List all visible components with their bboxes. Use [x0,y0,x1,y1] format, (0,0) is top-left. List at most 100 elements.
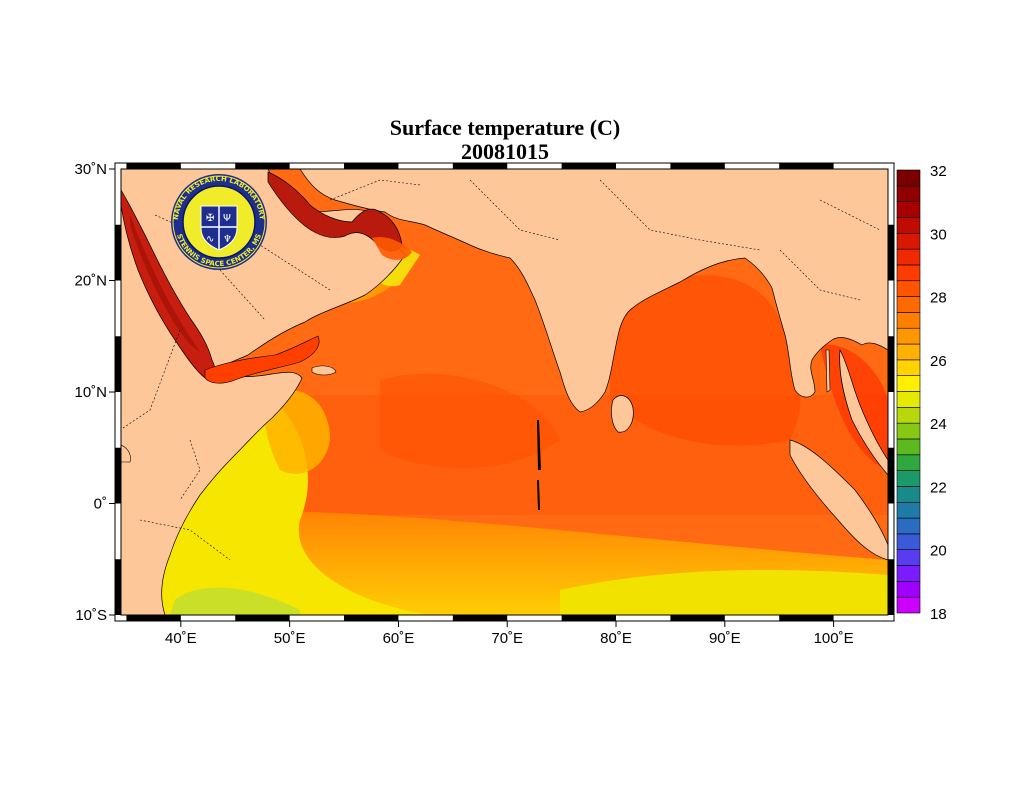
frame-segment [561,615,617,621]
colorbar-swatch [896,596,921,614]
frame-segment [561,163,617,169]
svg-text:♆: ♆ [223,234,232,245]
sri-lanka [611,395,634,433]
map-area [121,169,888,615]
colorbar-label: 24 [930,416,947,433]
lon-tick-label: 50˚E [274,630,306,647]
frame-segment [115,224,121,281]
frame-segment [452,615,508,621]
sumatra [789,439,888,561]
frame-segment [235,163,290,169]
colorbar-swatch [896,422,921,440]
gulf-of-oman [372,237,412,260]
frame-segment [115,447,121,504]
map-title: Surface temperature (C) [389,115,621,140]
lon-axis-labels: 40˚E 50˚E 60˚E 70˚E 80˚E 90˚E 100˚E [165,621,854,647]
lat-tick-label: 0˚ [94,496,107,513]
somali-upwelling [264,390,330,474]
map-frame [115,163,894,621]
frame-segment [235,615,290,621]
colorbar-swatch [896,185,921,202]
colorbar-swatch [896,375,921,392]
colorbar-swatch [896,312,921,329]
colorbar-swatch [896,454,921,471]
cool-yellow-zone-east [560,570,888,615]
lat-axis-labels: 30˚N 20˚N 10˚N 0˚ 10˚S [74,161,115,624]
lat-tick-label: 10˚S [75,607,107,624]
lon-tick-label: 40˚E [165,630,197,647]
frame-segment [888,447,894,504]
colorbar-swatch [896,517,921,535]
cool-green-patches [170,587,300,615]
maldives-south [537,480,540,510]
frame-segment [344,163,399,169]
colorbar-label: 32 [930,163,947,180]
colorbar-swatch [896,565,921,582]
colorbar-label: 22 [930,479,947,496]
frame-segment [115,559,121,615]
colorbar-swatch [896,248,921,266]
map-frame-inner [120,168,889,616]
colorbar-label: 28 [930,290,947,307]
colorbar-swatch [896,327,921,345]
colorbar-swatch [896,549,921,566]
colorbar-swatch [896,581,921,598]
colorbar-swatch [896,217,921,234]
frame-segment [126,615,181,621]
frame-segment [115,336,121,392]
bay-of-bengal-warm [610,275,801,446]
frame-segment [344,615,399,621]
colorbar-swatch [896,533,921,551]
lon-tick-label: 100˚E [814,630,854,647]
frame-segment [670,163,725,169]
svg-text:∿: ∿ [206,234,214,245]
central-warm-core [380,373,560,469]
colorbar-swatch [896,201,921,218]
colorbar-swatch [896,264,921,282]
madagascar-tip [121,444,131,463]
colorbar-swatch [896,296,921,313]
lon-tick-label: 60˚E [383,630,415,647]
lon-tick-label: 90˚E [709,630,741,647]
frame-segment [888,336,894,392]
svg-text:✠: ✠ [206,213,214,224]
colorbar-swatch [896,391,921,408]
colorbar-swatch [896,169,921,187]
frame-segment [779,615,834,621]
lat-tick-label: 20˚N [74,273,107,290]
frame-segment [888,559,894,615]
colorbar-swatch [896,343,921,361]
colorbar-label: 18 [930,606,947,623]
colorbar-swatch [896,359,921,376]
frame-segment [670,615,725,621]
colorbar-swatch [896,501,921,519]
persia-asia-land [299,169,888,413]
lat-tick-label: 10˚N [74,384,107,401]
colorbar-swatch [896,280,921,297]
colorbar-label: 30 [930,226,947,243]
frame-segment [888,224,894,281]
lat-tick-label: 30˚N [74,161,107,178]
frame-segment [126,163,181,169]
maldives-chain [537,420,541,470]
lon-tick-label: 70˚E [491,630,523,647]
lon-tick-label: 80˚E [600,630,632,647]
colorbar-swatch [896,486,921,503]
map-date: 20081015 [461,139,549,164]
andaman-islands [825,349,831,393]
colorbar-swatch [896,438,921,456]
svg-text:Ψ: Ψ [223,213,231,224]
gulf-of-aden [204,335,320,384]
nrl-logo: ✠ Ψ ∿ ♆ NAVAL RESEARCH LABORATORY STENNI… [171,174,267,270]
colorbar-swatch [896,407,921,424]
colorbar [896,169,921,614]
colorbar-label: 20 [930,543,947,560]
frame-segment [779,163,834,169]
frame-segment [452,163,508,169]
socotra [311,365,337,376]
colorbar-swatch [896,470,921,487]
colorbar-labels: 32 30 28 26 24 22 20 18 [930,163,947,623]
colorbar-swatch [896,232,921,250]
colorbar-label: 26 [930,353,947,370]
